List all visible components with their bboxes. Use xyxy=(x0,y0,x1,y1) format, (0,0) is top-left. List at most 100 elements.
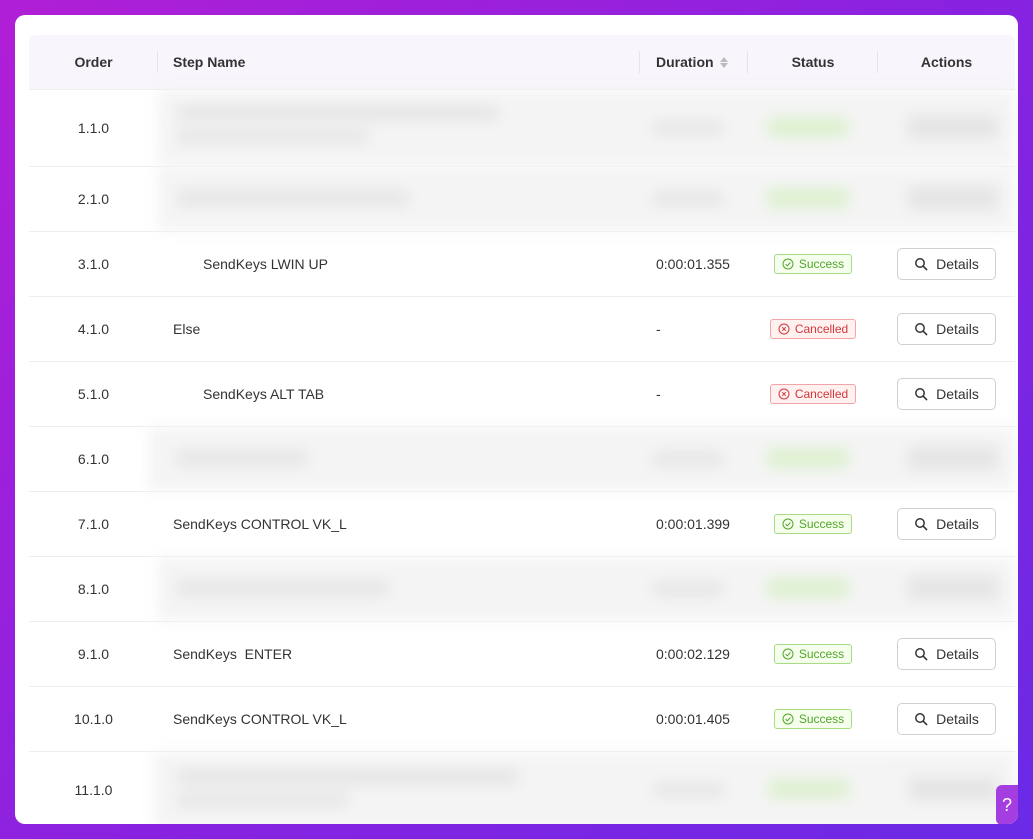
status-badge: Success xyxy=(773,254,853,274)
steps-card: Order Step Name Duration Status Actions … xyxy=(15,15,1018,824)
details-button[interactable]: Details xyxy=(897,508,996,540)
row-order: 7.1.0 xyxy=(77,516,110,532)
row-step-name-text: SendKeys LWIN UP xyxy=(203,256,329,272)
check-circle-icon xyxy=(782,258,794,270)
details-button[interactable]: Details xyxy=(897,313,996,345)
row-actions: Details xyxy=(878,232,1015,296)
row-duration: - xyxy=(656,386,661,402)
obscured-content xyxy=(158,90,1015,166)
help-button[interactable]: ? xyxy=(996,785,1018,824)
status-badge-label: Success xyxy=(798,647,845,661)
row-step-name: SendKeys ENTER xyxy=(158,622,640,686)
header-actions: Actions xyxy=(878,35,1015,89)
row-order: 11.1.0 xyxy=(74,782,113,798)
header-order: Order xyxy=(29,35,158,89)
row-order: 4.1.0 xyxy=(77,321,110,337)
row-status: Success xyxy=(748,232,878,296)
row-status: Cancelled xyxy=(748,362,878,426)
details-button-label: Details xyxy=(936,256,979,272)
header-actions-label: Actions xyxy=(920,54,973,70)
header-status-label: Status xyxy=(791,54,835,70)
status-badge: Cancelled xyxy=(769,384,857,404)
table-row: 8.1.0 xyxy=(29,557,1015,622)
row-duration: 0:00:01.399 xyxy=(656,516,730,532)
row-actions: Details xyxy=(878,297,1015,361)
table-row: 1.1.0 xyxy=(29,90,1015,167)
details-button[interactable]: Details xyxy=(897,638,996,670)
header-step-name: Step Name xyxy=(158,35,640,89)
table-row: 11.1.0 xyxy=(29,752,1015,824)
status-badge-label: Cancelled xyxy=(794,322,849,336)
details-button-label: Details xyxy=(936,516,979,532)
status-badge: Success xyxy=(773,709,853,729)
row-status: Success xyxy=(748,687,878,751)
table-row: 5.1.0 SendKeys ALT TAB - Cancelled Detai… xyxy=(29,362,1015,427)
close-circle-icon xyxy=(778,388,790,400)
row-order: 9.1.0 xyxy=(77,646,110,662)
details-button[interactable]: Details xyxy=(897,248,996,280)
row-step-name-text: SendKeys CONTROL VK_L xyxy=(173,711,347,727)
table-row: 10.1.0 SendKeys CONTROL VK_L 0:00:01.405… xyxy=(29,687,1015,752)
check-circle-icon xyxy=(782,518,794,530)
row-duration: - xyxy=(656,321,661,337)
status-badge-label: Success xyxy=(798,257,845,271)
details-button-label: Details xyxy=(936,386,979,402)
table-row: 7.1.0 SendKeys CONTROL VK_L 0:00:01.399 … xyxy=(29,492,1015,557)
row-duration: 0:00:02.129 xyxy=(656,646,730,662)
row-step-name-text: Else xyxy=(173,321,201,337)
row-actions: Details xyxy=(878,622,1015,686)
table-row: 3.1.0 SendKeys LWIN UP 0:00:01.355 Succe… xyxy=(29,232,1015,297)
row-actions: Details xyxy=(878,362,1015,426)
obscured-content xyxy=(158,557,1015,621)
details-button-label: Details xyxy=(936,711,979,727)
row-duration: 0:00:01.355 xyxy=(656,256,730,272)
row-status: Success xyxy=(748,622,878,686)
search-icon xyxy=(915,648,928,661)
header-duration-label: Duration xyxy=(656,54,714,70)
row-step-name: SendKeys CONTROL VK_L xyxy=(158,687,640,751)
close-circle-icon xyxy=(778,323,790,335)
obscured-content xyxy=(154,752,1015,824)
check-circle-icon xyxy=(782,713,794,725)
steps-table: Order Step Name Duration Status Actions … xyxy=(29,35,1015,824)
status-badge: Success xyxy=(773,644,853,664)
row-order: 1.1.0 xyxy=(77,120,110,136)
row-order: 10.1.0 xyxy=(74,711,113,727)
header-step-name-label: Step Name xyxy=(173,54,246,70)
row-order: 2.1.0 xyxy=(77,191,110,207)
search-icon xyxy=(915,388,928,401)
row-step-name: SendKeys CONTROL VK_L xyxy=(158,492,640,556)
sort-icon[interactable] xyxy=(719,56,728,68)
table-header: Order Step Name Duration Status Actions xyxy=(29,35,1015,90)
row-actions: Details xyxy=(878,492,1015,556)
row-step-name-text: SendKeys ENTER xyxy=(173,646,293,662)
details-button[interactable]: Details xyxy=(897,378,996,410)
header-duration[interactable]: Duration xyxy=(640,35,748,89)
status-badge-label: Success xyxy=(798,712,845,726)
header-order-label: Order xyxy=(74,54,113,70)
search-icon xyxy=(915,518,928,531)
search-icon xyxy=(915,713,928,726)
table-row: 4.1.0 Else - Cancelled Details xyxy=(29,297,1015,362)
row-order: 6.1.0 xyxy=(77,451,110,467)
header-status: Status xyxy=(748,35,878,89)
check-circle-icon xyxy=(782,648,794,660)
row-step-name: SendKeys LWIN UP xyxy=(158,232,640,296)
row-step-name: SendKeys ALT TAB xyxy=(158,362,640,426)
status-badge-label: Cancelled xyxy=(794,387,849,401)
row-step-name-text: SendKeys ALT TAB xyxy=(203,386,325,402)
row-order: 5.1.0 xyxy=(77,386,110,402)
search-icon xyxy=(915,258,928,271)
table-row: 9.1.0 SendKeys ENTER 0:00:02.129 Success… xyxy=(29,622,1015,687)
row-step-name-text: SendKeys CONTROL VK_L xyxy=(173,516,347,532)
row-step-name: Else xyxy=(158,297,640,361)
obscured-content xyxy=(149,427,1015,491)
table-row: 6.1.0 xyxy=(29,427,1015,492)
details-button-label: Details xyxy=(936,646,979,662)
obscured-content xyxy=(158,167,1015,231)
details-button[interactable]: Details xyxy=(897,703,996,735)
search-icon xyxy=(915,323,928,336)
row-status: Cancelled xyxy=(748,297,878,361)
status-badge-label: Success xyxy=(798,517,845,531)
table-row: 2.1.0 xyxy=(29,167,1015,232)
